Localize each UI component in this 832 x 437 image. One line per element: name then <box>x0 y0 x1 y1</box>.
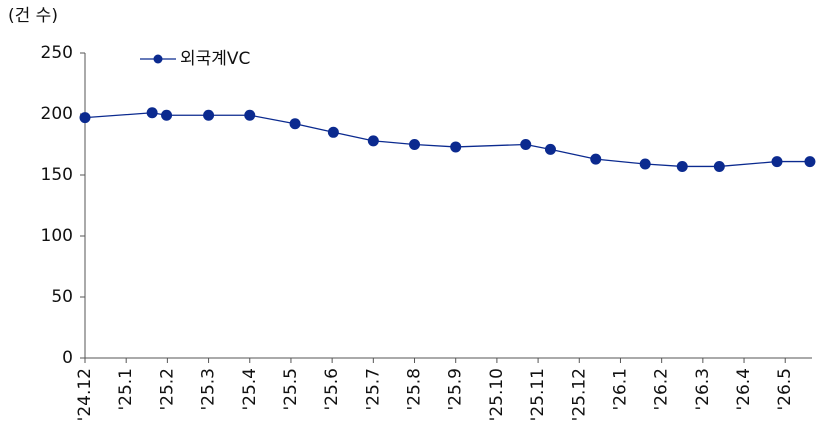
marker <box>289 118 301 130</box>
marker <box>146 107 158 119</box>
marker <box>409 139 421 150</box>
y-tick-label: 100 <box>41 226 73 246</box>
x-tick-label: '25.6 <box>322 368 342 411</box>
marker <box>203 109 215 121</box>
y-tick-label: 50 <box>51 287 73 307</box>
x-tick-label: '26.2 <box>652 368 672 411</box>
marker <box>639 158 651 170</box>
y-tick-label: 250 <box>41 43 73 63</box>
marker <box>161 109 173 121</box>
marker <box>520 139 532 150</box>
x-tick-label: '25.7 <box>363 368 383 411</box>
x-tick-label: '26.5 <box>775 368 795 411</box>
marker <box>327 126 339 138</box>
x-tick-label: '25.9 <box>446 368 466 411</box>
legend-marker <box>153 54 163 64</box>
marker <box>544 143 556 155</box>
x-tick-label: '25.12 <box>569 368 589 421</box>
marker <box>771 156 783 168</box>
marker <box>450 141 462 153</box>
x-tick-label: '25.5 <box>281 368 301 411</box>
y-tick-label: 150 <box>41 165 73 185</box>
marker <box>676 160 688 172</box>
legend-label: 외국계VC <box>180 49 250 69</box>
x-tick-label: '25.8 <box>405 368 425 411</box>
y-tick-label: 200 <box>41 104 73 124</box>
marker <box>79 112 91 124</box>
x-tick-label: '25.10 <box>487 368 507 421</box>
y-axis-label: (건 수) <box>8 6 58 26</box>
x-tick-label: '25.4 <box>240 368 260 411</box>
x-tick-label: '24.12 <box>75 368 95 421</box>
x-tick-label: '25.1 <box>116 368 136 411</box>
x-tick-label: '25.11 <box>528 368 548 421</box>
marker <box>713 160 725 172</box>
marker <box>367 135 379 147</box>
marker <box>804 156 816 168</box>
x-tick-label: '26.3 <box>693 368 713 411</box>
y-tick-label: 0 <box>62 348 73 368</box>
x-tick-label: '26.4 <box>734 368 754 411</box>
x-tick-label: '25.2 <box>157 368 177 411</box>
line <box>84 112 810 168</box>
marker <box>244 109 256 121</box>
x-tick-label: '26.1 <box>610 368 630 411</box>
marker <box>590 153 602 165</box>
x-tick-label: '25.3 <box>199 368 219 411</box>
